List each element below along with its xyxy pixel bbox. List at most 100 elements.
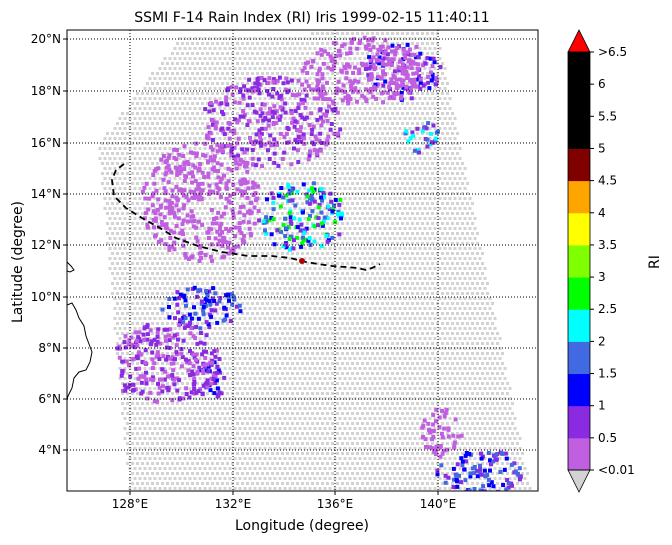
swath-pixel [428,257,432,260]
swath-pixel [211,302,214,305]
swath-pixel [386,162,389,165]
swath-pixel [283,287,287,290]
swath-pixel [191,132,194,135]
swath-pixel [373,187,377,190]
swath-pixel [228,377,232,380]
swath-pixel [466,312,469,315]
swath-pixel [408,117,412,120]
swath-pixel [368,197,372,200]
swath-pixel [406,102,409,105]
swath-pixel [396,242,399,245]
swath-pixel [261,172,264,175]
swath-pixel [386,172,389,175]
swath-pixel [401,272,404,275]
swath-pixel [141,162,144,165]
swath-pixel [406,282,409,285]
swath-pixel [391,312,394,315]
swath-pixel [358,377,362,380]
swath-pixel [386,182,389,185]
swath-pixel [473,247,477,250]
swath-pixel [293,77,297,80]
swath-pixel [268,137,272,140]
swath-pixel [366,312,369,315]
swath-pixel [151,262,154,265]
swath-pixel [151,122,154,125]
swath-pixel [106,222,109,225]
swath-pixel [261,312,264,315]
swath-pixel [388,307,392,310]
swath-pixel [443,67,447,70]
swath-pixel [256,42,259,45]
swath-pixel [313,77,317,80]
swath-pixel [191,332,194,335]
swath-pixel [141,262,144,265]
swath-pixel [203,287,207,290]
swath-pixel [341,62,344,65]
swath-pixel [118,197,122,200]
swath-pixel [403,177,407,180]
swath-pixel [118,317,122,320]
swath-pixel [218,377,222,380]
swath-pixel [363,167,367,170]
swath-pixel [333,147,337,150]
swath-pixel [473,217,477,220]
swath-pixel [283,257,287,260]
swath-pixel [433,357,437,360]
swath-pixel [371,242,374,245]
swath-pixel [253,377,257,380]
swath-pixel [318,127,322,130]
swath-pixel [408,277,412,280]
swath-pixel [263,107,267,110]
swath-pixel [141,172,144,175]
swath-pixel [493,377,497,380]
swath-pixel [266,202,269,205]
swath-pixel [458,257,462,260]
swath-pixel [441,132,444,135]
swath-pixel [491,342,494,345]
swath-pixel [286,52,289,55]
swath-pixel [288,47,292,50]
swath-pixel [228,177,232,180]
swath-pixel [211,252,214,255]
swath-pixel [368,377,372,380]
swath-pixel [133,97,137,100]
swath-pixel [488,307,492,310]
swath-pixel [221,342,224,345]
swath-pixel [478,277,482,280]
swath-pixel [231,322,234,325]
swath-pixel [233,257,237,260]
swath-pixel [388,207,392,210]
swath-pixel [411,332,414,335]
swath-pixel [431,52,434,55]
swath-pixel [426,172,429,175]
swath-pixel [253,187,257,190]
swath-pixel [391,382,394,385]
swath-pixel [386,292,389,295]
swath-pixel [213,57,217,60]
swath-pixel [156,112,159,115]
swath-pixel [391,122,394,125]
swath-pixel [328,177,332,180]
swath-pixel [491,352,494,355]
swath-pixel [196,52,199,55]
swath-pixel [161,372,164,375]
swath-pixel [326,222,329,225]
swath-pixel [466,332,469,335]
swath-pixel [206,92,209,95]
swath-pixel [181,42,184,45]
swath-pixel [133,157,137,160]
swath-pixel [111,202,114,205]
swath-pixel [383,257,387,260]
swath-pixel [438,157,442,160]
swath-pixel [386,372,389,375]
swath-pixel [241,302,244,305]
swath-pixel [226,42,229,45]
swath-pixel [136,372,139,375]
swath-pixel [441,282,444,285]
swath-pixel [191,52,194,55]
swath-pixel [428,207,432,210]
swath-pixel [238,197,242,200]
swath-pixel [438,267,442,270]
swath-pixel [446,212,449,215]
swath-pixel [306,332,309,335]
